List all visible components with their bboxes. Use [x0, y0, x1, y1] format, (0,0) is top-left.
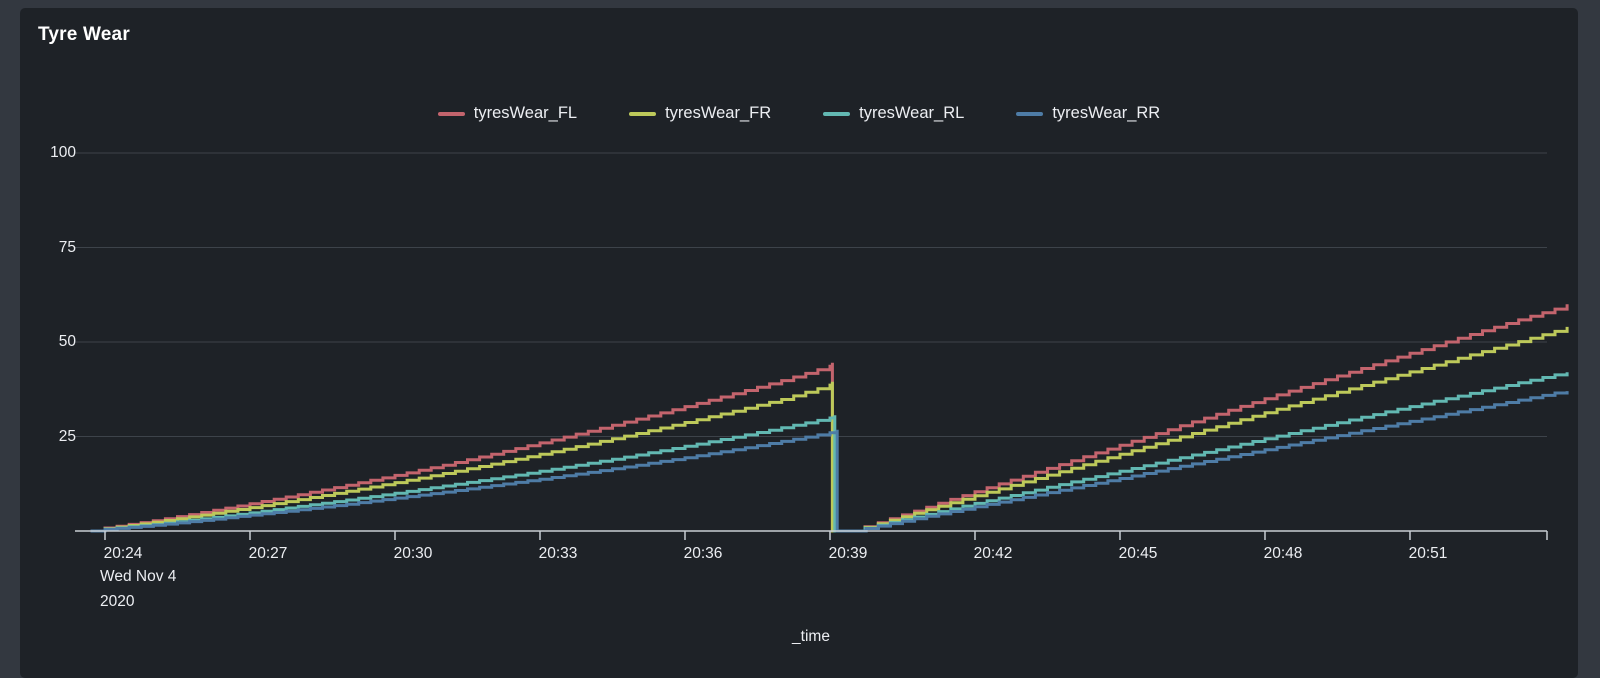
x-axis-title: _time — [792, 628, 830, 645]
legend-swatch — [437, 111, 465, 116]
x-tick-label: 20:42 — [973, 545, 1013, 562]
x-tick-label: 20:48 — [1263, 545, 1303, 562]
y-tick-label: 25 — [58, 427, 76, 445]
series-line-tyresWear_FR — [90, 326, 1569, 533]
legend-item-label: tyresWear_FR — [665, 104, 772, 122]
legend-item-tyresWear_FR[interactable]: tyresWear_FR — [629, 104, 771, 123]
legend-swatch — [823, 111, 851, 116]
legend-swatch — [1016, 111, 1044, 116]
legend-item-label: tyresWear_RR — [1052, 104, 1161, 122]
gridlines — [75, 152, 1547, 437]
y-tick-label: 50 — [58, 333, 76, 350]
y-tick-label: 100 — [50, 144, 76, 161]
legend-item-label: tyresWear_FL — [473, 104, 578, 122]
series-lines — [90, 304, 1569, 533]
x-tick-label: 20:36 — [683, 545, 723, 562]
legend-item-tyresWear_RR[interactable]: tyresWear_RR — [1016, 104, 1160, 123]
x-axis-date-line1: Wed Nov 4 — [100, 568, 177, 585]
series-line-tyresWear_RR — [90, 391, 1569, 533]
y-tick-label: 75 — [58, 238, 76, 256]
x-axis — [75, 530, 1548, 540]
x-tick-label: 20:45 — [1118, 545, 1158, 562]
legend: tyresWear_FL tyresWear_FR tyresWear_RL tyre… — [20, 104, 1578, 123]
x-tick-label: 20:27 — [248, 545, 288, 562]
legend-item-tyresWear_RL[interactable]: tyresWear_RL — [823, 104, 964, 123]
legend-item-label: tyresWear_RL — [859, 104, 965, 122]
series-line-tyresWear_FL — [90, 304, 1569, 533]
x-tick-label: 20:51 — [1408, 545, 1448, 562]
legend-swatch — [629, 111, 657, 116]
tyre-wear-panel: Tyre Wear tyresWear_FL tyresWear_FR tyresW… — [20, 8, 1578, 678]
x-tick-label: 20:33 — [538, 545, 578, 562]
series-line-tyresWear_RL — [90, 372, 1569, 533]
x-axis-start-date: Wed Nov 4 2020 — [100, 564, 176, 614]
x-axis-date-line2: 2020 — [100, 593, 135, 610]
chart-plot-area[interactable] — [20, 8, 1578, 678]
legend-item-tyresWear_FL[interactable]: tyresWear_FL — [437, 104, 578, 123]
x-tick-label: 20:30 — [393, 545, 433, 562]
x-tick-label: 20:24 — [103, 545, 143, 562]
x-tick-label: 20:39 — [828, 545, 868, 562]
panel-title: Tyre Wear — [38, 24, 130, 45]
